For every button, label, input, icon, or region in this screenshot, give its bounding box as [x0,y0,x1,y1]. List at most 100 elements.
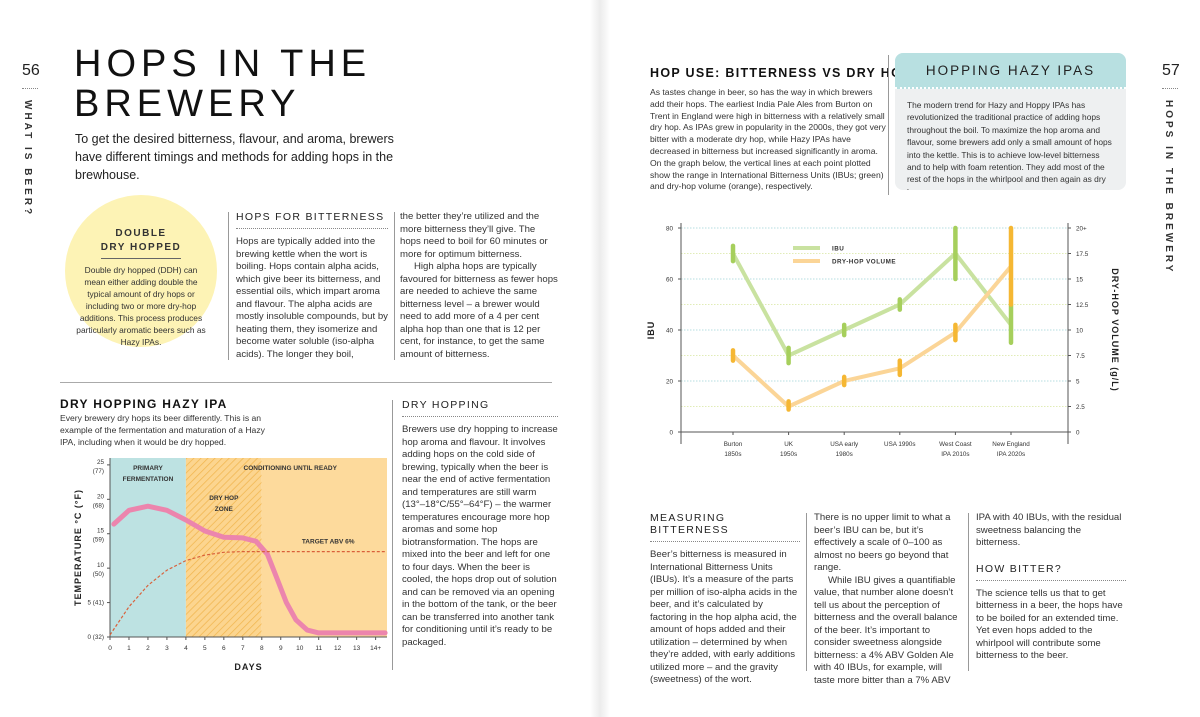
measuring-col3: IPA with 40 IBUs, with the residual swee… [976,512,1126,663]
hops-for-bitterness-section: HOPS FOR BITTERNESS Hops are typically a… [236,211,388,361]
hop-use-text: As tastes change in beer, so has the way… [650,87,886,192]
x-tick-label: 14+ [370,645,381,652]
how-bitter-text: The science tells us that to get bittern… [976,587,1123,662]
column-rule [888,55,889,195]
x-tick-label: 5 [203,645,207,652]
x-tick-label: 12 [334,645,342,652]
section-tab-right: HOPS IN THE BREWERY [1163,100,1174,275]
section-tab-left: WHAT IS BEER? [22,100,33,218]
dry-hopping-hazy-text: Every brewery dry hops its beer differen… [60,413,265,447]
zone-label: ZONE [215,506,234,513]
x-tick-label: 13 [353,645,361,652]
x-tick-label: 1980s [836,451,853,458]
dry-hopping-section: DRY HOPPING Brewers use dry hopping to i… [402,399,558,649]
x-tick-label: UK [784,441,794,448]
page-number-left: 56 [22,62,40,79]
section-divider [60,382,552,383]
x-tick-label: 11 [315,645,322,652]
box-heading: HOPPING HAZY IPAS [895,53,1126,89]
y-tick-label: 20 [97,493,105,500]
how-bitter-heading: HOW BITTER? [976,563,1126,581]
y-tick-label: 10 [97,562,105,569]
divider [22,88,38,89]
column-rule [806,513,807,671]
measuring-col2: There is no upper limit to what a beer’s… [814,512,964,687]
fermentation-chart: PRIMARY FERMENTATION DRY HOP ZONE CONDITIONI… [73,458,388,672]
y-tick-label: (59) [93,537,104,544]
box-text: The modern trend for Hazy and Hoppy IPAs… [907,100,1112,190]
title-line: BREWERY [74,83,301,125]
legend-label: DRY-HOP VOLUME [832,259,896,266]
abv-label: TARGET ABV 6% [302,538,355,545]
divider [1162,88,1178,89]
column-rule [968,513,969,671]
body-text: Hops are typically added into the brewin… [236,236,388,360]
page-number-right: 57 [1162,62,1180,79]
x-tick-label: 10 [296,645,304,652]
y2-tick-label: 0 [1076,430,1080,437]
body-text: the better they’re utilized and the more… [400,211,548,260]
y2-tick-label: 5 [1076,379,1080,386]
y2-tick-label: 20+ [1076,226,1087,233]
y2-tick-label: 7.5 [1076,353,1085,360]
hazy-ipa-box: HOPPING HAZY IPAS The modern trend for H… [895,53,1126,190]
title-line: HOPS IN THE [74,43,372,85]
hop-use-heading: HOP USE: BITTERNESS VS DRY HOP [650,66,912,80]
legend-label: IBU [832,246,844,253]
y-tick-label: 80 [666,226,674,233]
zone-band [110,458,186,637]
intro-text: To get the desired bitterness, flavour, … [75,132,394,182]
section-heading: MEASURING BITTERNESS [650,512,800,542]
y-axis-label: IBU [646,321,656,340]
y-tick-label: 40 [666,328,674,335]
x-tick-label: 9 [279,645,283,652]
y-tick-label: (68) [93,502,104,509]
x-tick-label: USA 1990s [884,441,916,448]
section-heading: HOPS FOR BITTERNESS [236,211,388,229]
zone-label: DRY HOP [209,495,239,502]
x-tick-label: 4 [184,645,188,652]
y-tick-label: 0 (32) [88,634,104,641]
body-text: IPA with 40 IBUs, with the residual swee… [976,512,1122,548]
measuring-bitterness-section: MEASURING BITTERNESS Beer’s bitterness i… [650,512,800,687]
x-tick-label: 7 [241,645,245,652]
body-text: While IBU gives a quantifiable value, th… [814,574,958,686]
callout-text: Double dry hopped (DDH) can mean either … [76,265,206,347]
x-tick-label: 1850s [724,451,741,458]
y2-tick-label: 10 [1076,328,1084,335]
y-tick-label: 25 [97,459,105,466]
callout-title: DOUBLE DRY HOPPED [100,227,182,259]
column-rule [392,400,393,670]
x-tick-label: IPA 2020s [997,451,1025,458]
body-text: Brewers use dry hopping to increase hop … [402,424,558,648]
page-title: HOPS IN THE BREWERY [74,44,371,124]
zone-band [261,458,387,637]
x-tick-label: 2 [146,645,150,652]
body-text: High alpha hops are typically favoured f… [400,261,558,360]
column-rule [394,212,395,360]
temperature-line [111,503,388,636]
y-tick-label: 20 [666,379,674,386]
x-tick-label: USA early [830,441,859,448]
y2-tick-label: 12.5 [1076,302,1089,309]
section-heading: DRY HOPPING [402,399,558,417]
y-tick-label: (50) [93,571,104,578]
y-tick-label: 0 [669,430,673,437]
y-tick-label: 5 (41) [88,600,104,607]
ddh-callout: DOUBLE DRY HOPPED Double dry hopped (DDH)… [65,195,217,347]
zone-header: CONDITIONING UNTIL READY [244,465,338,472]
y-tick-label: (77) [93,468,104,475]
x-axis-label: DAYS [234,662,262,672]
y2-tick-label: 15 [1076,277,1084,284]
x-tick-label: 8 [260,645,264,652]
x-tick-label: IPA 2010s [941,451,969,458]
x-tick-label: 6 [222,645,226,652]
y2-tick-label: 17.5 [1076,251,1089,258]
zone-label: PRIMARY [133,465,163,472]
hops-for-bitterness-col2: the better they’re utilized and the more… [400,211,558,361]
book-gutter [590,0,610,717]
x-tick-label: 3 [165,645,169,652]
x-tick-label: 0 [108,645,112,652]
y2-axis-label: DRY-HOP VOLUME (g/L) [1110,268,1120,392]
x-tick-label: 1 [127,645,131,652]
